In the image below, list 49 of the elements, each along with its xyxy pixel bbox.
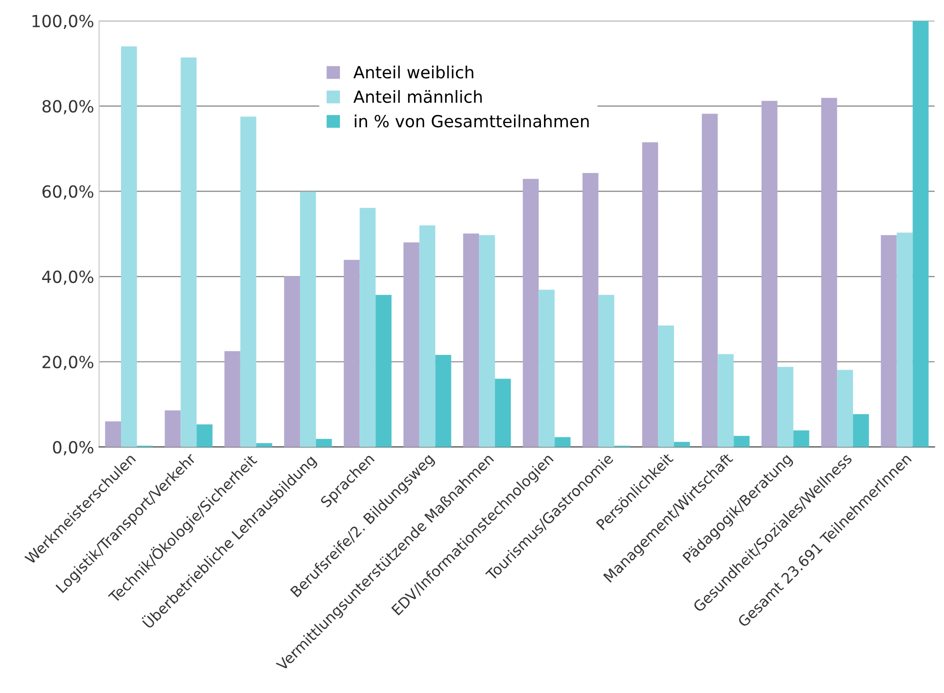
bar — [896, 232, 913, 447]
bar — [554, 437, 571, 447]
bar — [403, 242, 420, 447]
bar — [702, 114, 718, 447]
bar — [344, 260, 360, 447]
bar — [121, 46, 137, 447]
bar — [880, 235, 897, 447]
bar — [316, 438, 332, 447]
bar — [105, 421, 121, 447]
bar — [762, 100, 778, 447]
legend-label: Anteil weiblich — [353, 66, 474, 79]
bar — [479, 235, 495, 447]
y-tick-label: 20,0% — [42, 356, 94, 370]
bar — [582, 172, 598, 447]
bar — [164, 410, 181, 447]
bar — [642, 142, 658, 447]
bar — [734, 436, 750, 447]
bar — [240, 116, 256, 447]
bar — [300, 192, 316, 447]
bar — [435, 354, 452, 447]
bar — [180, 57, 197, 447]
legend-label: in % von Gesamtteilnahmen — [354, 114, 589, 128]
bar — [718, 354, 734, 447]
y-tick-label: 0,0% — [53, 440, 94, 456]
bar — [376, 294, 392, 447]
y-tick-label: 80,0% — [42, 100, 94, 114]
y-tick-label: 100,0% — [32, 14, 94, 30]
y-tick-label: 40,0% — [42, 270, 94, 285]
bar — [777, 366, 794, 447]
bar — [494, 378, 511, 447]
bar — [522, 178, 539, 447]
bar — [196, 424, 212, 447]
bar — [463, 233, 480, 447]
y-tick-label: 60,0% — [42, 185, 94, 200]
bar — [658, 326, 674, 447]
bar — [224, 351, 240, 447]
bar — [419, 225, 436, 447]
bar — [821, 98, 838, 447]
bar — [256, 443, 272, 447]
bar — [674, 442, 690, 447]
bar — [598, 294, 614, 447]
bar — [912, 20, 929, 447]
bar — [284, 276, 300, 447]
bar — [360, 208, 376, 447]
bar — [853, 414, 869, 447]
bar — [538, 290, 555, 447]
bar — [793, 430, 810, 447]
bar — [837, 370, 854, 447]
legend-label: Anteil männlich — [353, 90, 482, 103]
